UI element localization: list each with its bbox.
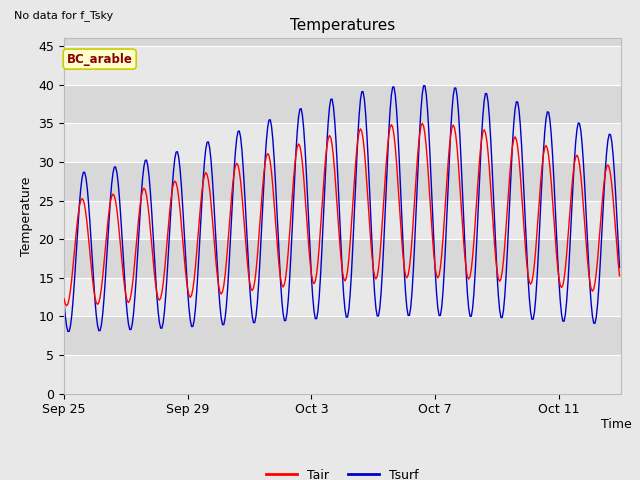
Title: Temperatures: Temperatures	[290, 18, 395, 33]
Legend: Tair, Tsurf: Tair, Tsurf	[261, 464, 424, 480]
Bar	[64, 46, 621, 85]
Text: BC_arable: BC_arable	[67, 53, 132, 66]
Bar	[64, 201, 621, 239]
X-axis label: Time: Time	[601, 419, 632, 432]
Text: No data for f_Tsky: No data for f_Tsky	[14, 10, 113, 21]
Bar	[64, 278, 621, 316]
Bar	[64, 123, 621, 162]
Bar	[64, 355, 621, 394]
Y-axis label: Temperature: Temperature	[20, 176, 33, 256]
